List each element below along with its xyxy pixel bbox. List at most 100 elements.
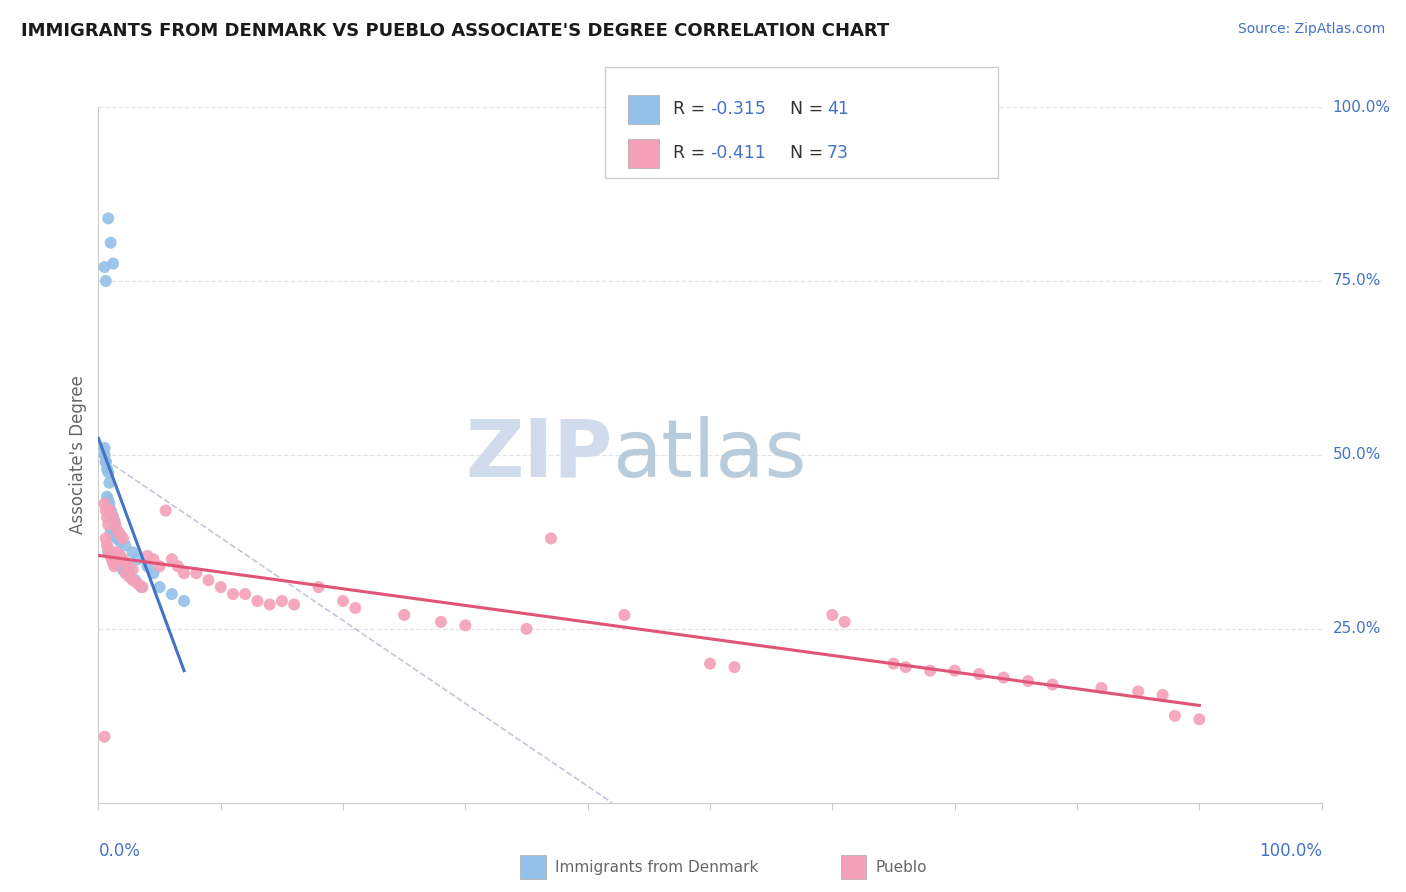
Text: ZIP: ZIP xyxy=(465,416,612,494)
Point xyxy=(105,532,128,546)
Point xyxy=(114,538,136,552)
Text: R =: R = xyxy=(673,100,711,119)
Point xyxy=(111,563,134,577)
Point xyxy=(101,510,124,524)
Point xyxy=(97,493,120,508)
Point xyxy=(104,521,127,535)
Point xyxy=(105,556,128,570)
Point xyxy=(100,503,122,517)
Point xyxy=(111,552,134,566)
Point xyxy=(430,615,453,629)
Point xyxy=(118,570,141,584)
Point xyxy=(129,580,152,594)
Point xyxy=(821,607,844,622)
Point xyxy=(127,576,149,591)
Text: 100.0%: 100.0% xyxy=(1333,100,1391,114)
Text: Pueblo: Pueblo xyxy=(876,860,928,874)
Point xyxy=(124,573,146,587)
Point xyxy=(101,528,124,542)
Point xyxy=(186,566,208,581)
Point xyxy=(103,514,125,528)
Text: 100.0%: 100.0% xyxy=(1258,842,1322,860)
Point xyxy=(209,580,232,594)
Text: -0.411: -0.411 xyxy=(710,145,766,162)
Point xyxy=(98,545,121,559)
Point xyxy=(1090,681,1112,695)
Point xyxy=(118,559,141,574)
Point xyxy=(246,594,269,608)
Text: 25.0%: 25.0% xyxy=(1333,622,1381,636)
Point xyxy=(100,235,122,250)
Point xyxy=(110,549,132,563)
Point xyxy=(308,580,330,594)
Point xyxy=(259,598,281,612)
Point xyxy=(1164,708,1187,723)
Point xyxy=(142,566,165,581)
Point xyxy=(270,594,294,608)
Text: 50.0%: 50.0% xyxy=(1333,448,1381,462)
Text: N =: N = xyxy=(790,145,830,162)
Point xyxy=(94,274,117,288)
Point xyxy=(111,532,134,546)
Point xyxy=(101,552,124,566)
Point xyxy=(127,552,149,566)
Point xyxy=(100,503,122,517)
Text: N =: N = xyxy=(790,100,830,119)
Point xyxy=(160,587,183,601)
Point xyxy=(1188,712,1211,726)
Point xyxy=(1152,688,1174,702)
Point xyxy=(110,528,132,542)
Point xyxy=(1017,674,1039,689)
Point xyxy=(1128,684,1150,698)
Point xyxy=(344,601,367,615)
Point xyxy=(101,510,124,524)
Point xyxy=(101,556,124,570)
Point xyxy=(834,615,856,629)
Point xyxy=(94,532,117,546)
Point xyxy=(883,657,905,671)
Point xyxy=(97,541,120,556)
Point xyxy=(97,545,120,559)
Point xyxy=(173,566,195,581)
Text: 75.0%: 75.0% xyxy=(1333,274,1381,288)
Point xyxy=(97,466,120,480)
Point xyxy=(103,559,125,574)
Point xyxy=(107,524,129,539)
Point xyxy=(93,497,115,511)
Text: R =: R = xyxy=(673,145,711,162)
Point xyxy=(699,657,721,671)
Point xyxy=(613,607,636,622)
Point xyxy=(515,622,537,636)
Point xyxy=(98,497,121,511)
Point xyxy=(993,671,1015,685)
Point xyxy=(121,573,143,587)
Point xyxy=(97,517,120,532)
Point xyxy=(96,510,118,524)
Point xyxy=(101,552,124,566)
Point xyxy=(105,545,128,559)
Point xyxy=(121,563,143,577)
Point xyxy=(93,448,115,462)
Point xyxy=(96,538,118,552)
Point xyxy=(96,490,118,504)
Point xyxy=(943,664,966,678)
Point xyxy=(121,545,143,559)
Text: IMMIGRANTS FROM DENMARK VS PUEBLO ASSOCIATE'S DEGREE CORRELATION CHART: IMMIGRANTS FROM DENMARK VS PUEBLO ASSOCI… xyxy=(21,22,890,40)
Text: 41: 41 xyxy=(827,100,849,119)
Point xyxy=(136,559,159,574)
Point xyxy=(118,566,141,581)
Point xyxy=(967,667,990,681)
Point xyxy=(454,618,477,632)
Point xyxy=(101,256,124,270)
Y-axis label: Associate's Degree: Associate's Degree xyxy=(69,376,87,534)
Point xyxy=(723,660,745,674)
Point xyxy=(173,594,195,608)
Point xyxy=(222,587,245,601)
Point xyxy=(98,475,121,490)
Point xyxy=(136,549,159,563)
Point xyxy=(1042,677,1064,691)
Point xyxy=(114,566,136,581)
Point xyxy=(920,664,942,678)
Point xyxy=(104,517,127,532)
Point xyxy=(149,559,172,574)
